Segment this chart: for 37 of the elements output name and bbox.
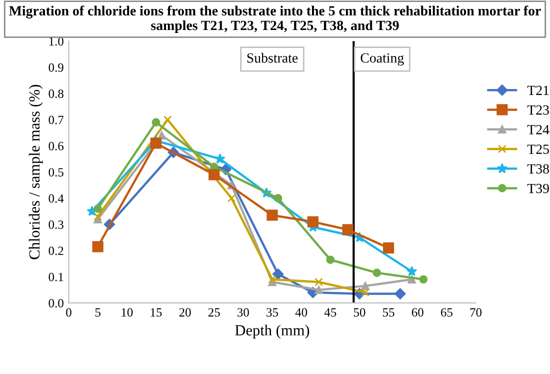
x-tick-label: 45 xyxy=(324,308,336,317)
x-tick-label: 65 xyxy=(440,308,452,317)
y-tick-label: 0.4 xyxy=(48,194,64,203)
x-tick-label: 40 xyxy=(295,308,308,317)
x-tick-label: 25 xyxy=(208,308,220,317)
legend-label: T39 xyxy=(527,184,549,194)
annotation: Coating xyxy=(360,53,404,66)
y-tick-label: 0.9 xyxy=(48,63,64,72)
x-tick-label: 55 xyxy=(383,308,394,317)
y-tick-label: 1.0 xyxy=(49,37,64,46)
x-tick-label: 50 xyxy=(354,308,366,317)
y-tick-label: 0.0 xyxy=(48,298,64,308)
chart-title: Migration of chloride ions from the substrate into the 5 cm thick rehabilitation mortar for samples T21, T23, T24, T25, T38, and T39 xyxy=(9,6,541,33)
legend-label: T23 xyxy=(527,105,549,115)
x-tick-label: 20 xyxy=(179,308,191,317)
legend-label: T21 xyxy=(527,86,549,95)
legend-label: T24 xyxy=(527,124,550,134)
y-tick-label: 0.8 xyxy=(48,90,64,98)
legend-label: T38 xyxy=(527,164,549,174)
x-tick-label: 10 xyxy=(122,308,133,317)
x-tick-label: 0 xyxy=(66,308,72,317)
x-tick-label: 60 xyxy=(412,308,424,317)
y-tick-label: 0.7 xyxy=(48,116,64,124)
y-tick-label: 0.5 xyxy=(48,168,64,177)
y-tick-label: 0.1 xyxy=(48,272,64,282)
legend-label: T25 xyxy=(527,144,549,154)
x-tick-label: 15 xyxy=(150,308,162,317)
x-tick-label: 30 xyxy=(238,308,249,317)
x-tick-label: 70 xyxy=(470,308,482,317)
x-tick-label: 35 xyxy=(266,308,278,317)
x-axis-title: Depth (mm) xyxy=(235,324,310,339)
annotation: Substrate xyxy=(247,52,298,63)
y-tick-label: 0.3 xyxy=(48,220,64,229)
y-tick-label: 0.2 xyxy=(48,246,64,256)
x-tick-label: 5 xyxy=(95,308,100,317)
y-axis-title: Chlorides / sample mass (%) xyxy=(28,84,43,260)
y-tick-label: 0.6 xyxy=(48,142,64,150)
